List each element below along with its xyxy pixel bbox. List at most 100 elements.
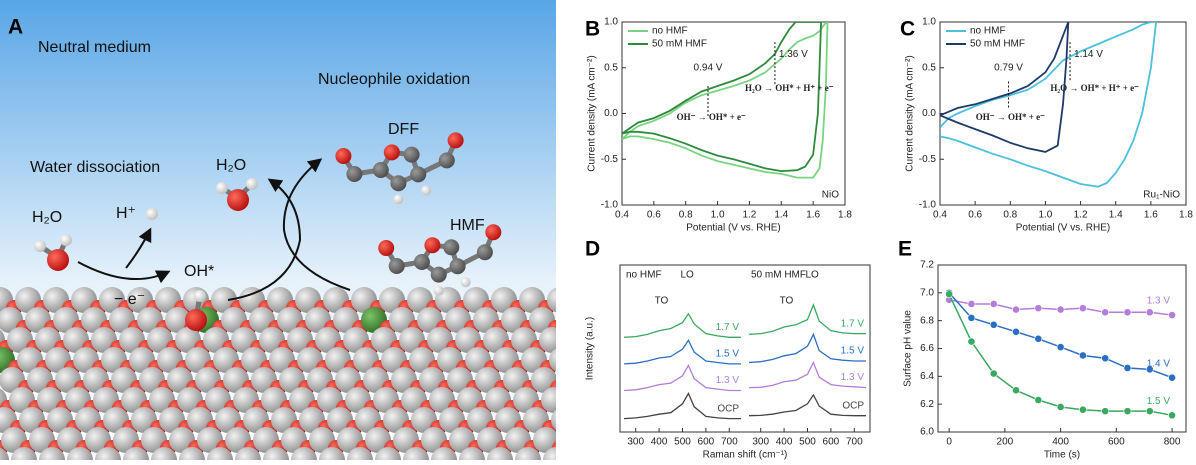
x-tick-label: 1.8 — [838, 210, 852, 221]
marker — [1124, 408, 1131, 415]
y-tick-label: 1.0 — [604, 17, 618, 28]
marker — [1057, 403, 1064, 410]
atom — [390, 175, 406, 191]
atom — [373, 162, 389, 178]
marker — [1012, 387, 1019, 394]
x-tick-label: 300 — [752, 437, 769, 448]
x-axis-title: Raman shift (cm⁻¹) — [703, 450, 788, 460]
y-tick-label: -0.5 — [601, 154, 619, 165]
x-tick-label: 1.2 — [742, 210, 756, 221]
y-tick-label: 0.5 — [604, 62, 618, 73]
marker — [1102, 309, 1109, 316]
atom — [378, 240, 394, 256]
marker — [1057, 344, 1064, 351]
x-tick-label: 600 — [1108, 437, 1125, 448]
atom — [448, 132, 464, 148]
label: DFF — [388, 121, 419, 138]
marker — [1079, 352, 1086, 359]
x-tick-label: 1.8 — [1179, 210, 1193, 221]
marker — [1035, 396, 1042, 403]
atom — [450, 258, 466, 274]
x-tick-label: 600 — [823, 437, 840, 448]
y-tick-label: 6.8 — [920, 315, 934, 326]
atom — [216, 182, 228, 194]
x-tick-label: 0 — [946, 437, 952, 448]
panel-label: C — [900, 18, 915, 41]
x-axis-title: Potential (V vs. RHE) — [686, 223, 780, 234]
series-label: 1.5 V — [1147, 396, 1171, 407]
x-tick-label: 300 — [627, 437, 644, 448]
x-tick-label: 700 — [721, 437, 738, 448]
panel-title: no HMF — [626, 270, 662, 281]
sample-label: NiO — [822, 190, 839, 201]
marker — [1168, 412, 1175, 419]
series-label: 1.7 V — [841, 318, 865, 329]
label: H⁺ — [116, 205, 136, 222]
atom — [389, 258, 405, 274]
marker — [1012, 328, 1019, 335]
series-label: 1.5 V — [841, 346, 865, 357]
y-tick-label: 0.0 — [604, 108, 618, 119]
legend-label: no HMF — [970, 26, 1006, 37]
x-tick-label: 0.8 — [1003, 210, 1017, 221]
atom — [384, 144, 400, 160]
x-axis-title: Potential (V vs. RHE) — [1016, 223, 1110, 234]
label: OH* — [184, 263, 214, 280]
peak-label: TO — [655, 296, 669, 307]
atom — [346, 166, 362, 182]
marker — [968, 338, 975, 345]
atom — [439, 152, 455, 168]
marker — [1079, 305, 1086, 312]
atom — [414, 254, 430, 270]
atom — [185, 309, 207, 331]
y-tick-label: 7.0 — [920, 287, 934, 298]
reaction-label: OH⁻ → OH* + e⁻ — [677, 112, 746, 122]
series-label: 1.3 V — [716, 375, 740, 386]
y-axis-title: Surface pH value — [903, 310, 914, 387]
figure: A Neutral medium Nucleophile oxidation D… — [0, 0, 1196, 460]
marker — [990, 370, 997, 377]
marker — [946, 291, 953, 298]
x-tick-label: 0.8 — [679, 210, 693, 221]
atom — [404, 147, 420, 163]
y-tick-label: 6.6 — [920, 343, 934, 354]
label: Water dissociation — [30, 159, 160, 176]
atom — [146, 208, 158, 220]
marker — [1102, 355, 1109, 362]
label: HMF — [450, 217, 485, 234]
atom — [421, 185, 431, 195]
panel-label: A — [8, 16, 23, 39]
y-tick-label: -1.0 — [919, 200, 937, 211]
y-tick-label: 6.0 — [920, 427, 934, 438]
annotation-label: 0.79 V — [994, 62, 1023, 73]
marker — [1035, 335, 1042, 342]
label: H₂O — [32, 209, 62, 226]
x-tick-label: 0.6 — [968, 210, 982, 221]
y-tick-label: -0.5 — [919, 154, 937, 165]
x-tick-label: 1.2 — [1074, 210, 1088, 221]
marker — [990, 300, 997, 307]
x-tick-label: 0.4 — [933, 210, 947, 221]
y-axis-title: Current density (mA cm⁻²) — [587, 55, 598, 171]
marker — [1079, 406, 1086, 413]
panel-title: 50 mM HMF — [751, 270, 806, 281]
marker — [1057, 306, 1064, 313]
marker — [1168, 374, 1175, 381]
y-tick-label: 6.4 — [920, 371, 934, 382]
series-label: 1.3 V — [1147, 296, 1171, 307]
reaction-label: H₂O → OH* + H⁺ + e⁻ — [745, 83, 834, 93]
atom — [461, 277, 471, 287]
y-tick-label: 1.0 — [922, 17, 936, 28]
atom — [194, 290, 206, 302]
atom — [47, 249, 69, 271]
series-label: 1.3 V — [841, 372, 865, 383]
series-label: 1.7 V — [716, 322, 740, 333]
sample-label: Ru₁-NiO — [1143, 190, 1180, 201]
atom — [227, 189, 249, 211]
atom — [424, 237, 440, 253]
x-tick-label: 800 — [1164, 437, 1181, 448]
reaction-label: OH⁻ → OH* + e⁻ — [976, 112, 1045, 122]
x-tick-label: 1.4 — [1109, 210, 1123, 221]
marker — [1012, 306, 1019, 313]
y-axis-title: Intensity (a.u.) — [585, 317, 596, 380]
